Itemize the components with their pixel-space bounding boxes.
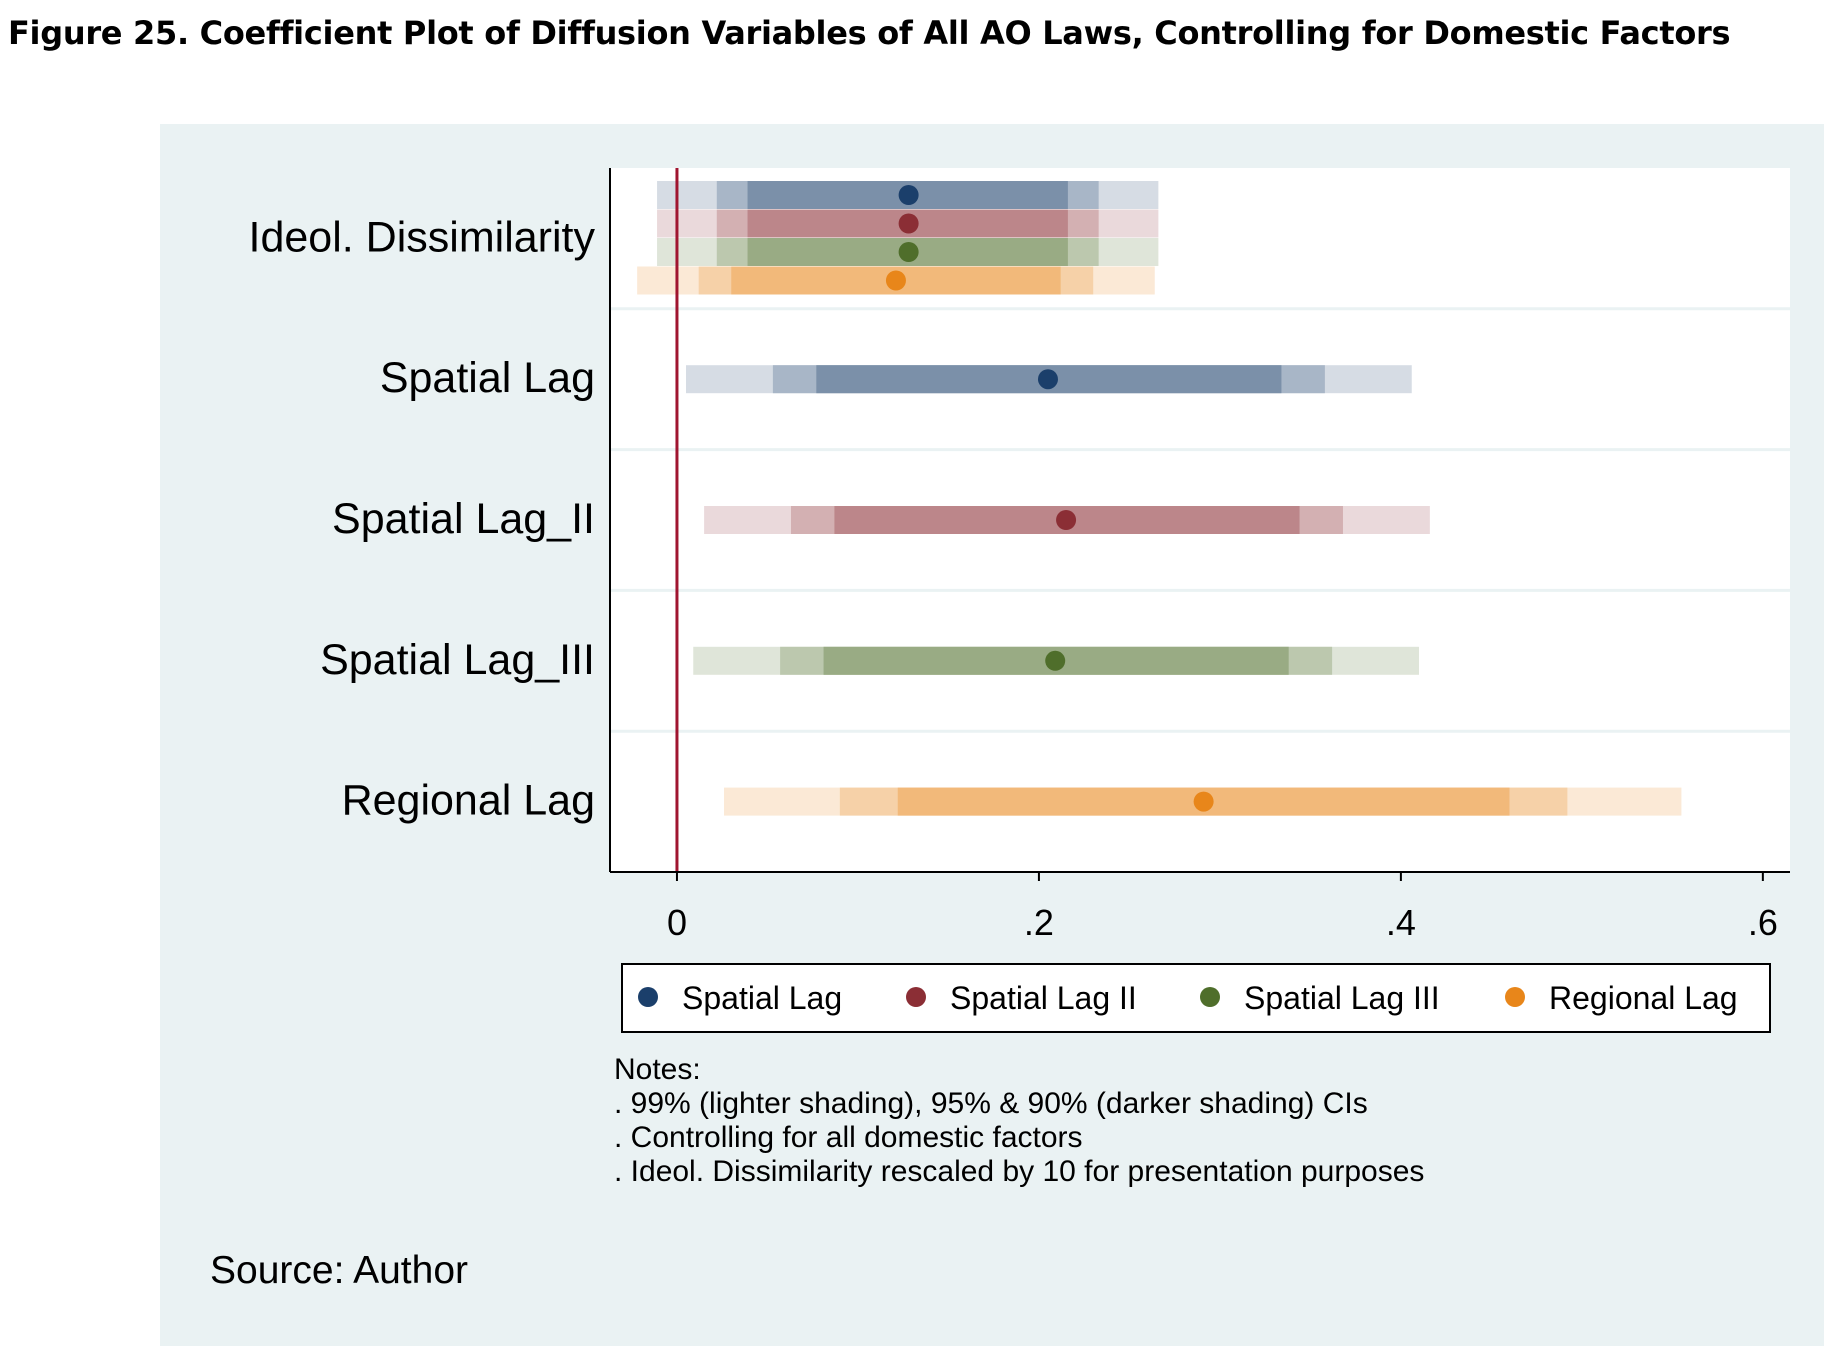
estimate-point-spatial-lag-iii-spatial-lag-iii (1045, 650, 1066, 671)
estimate-point-spatial-lag-iii-ideol-dissimilarity (898, 242, 919, 262)
estimate-point-regional-lag-ideol-dissimilarity (885, 270, 906, 291)
category-label-ideol-dissimilarity: Ideol. Dissimilarity (249, 213, 596, 261)
estimate-points (885, 185, 1214, 812)
x-axis: 0 .2 .4 .6 (609, 168, 1790, 943)
source-note: Source: Author (210, 1249, 468, 1292)
legend: Spatial Lag Spatial Lag II Spatial Lag III… (621, 963, 1771, 1033)
category-label-spatial-lag: Spatial Lag (380, 354, 595, 402)
estimate-point-spatial-lag-spatial-lag (1037, 369, 1058, 390)
legend-marker-spatial-lag (638, 987, 658, 1007)
legend-label-spatial-lag-iii: Spatial Lag III (1244, 980, 1440, 1016)
x-tick-label-1: .2 (1024, 902, 1054, 943)
x-tick-label-2: .4 (1386, 902, 1416, 943)
estimate-point-regional-lag-regional-lag (1193, 791, 1214, 812)
category-labels: Ideol. Dissimilarity Spatial Lag Spatial L… (249, 213, 596, 824)
legend-marker-regional-lag (1505, 987, 1525, 1007)
legend-box (621, 963, 1771, 1033)
x-tick-label-0: 0 (667, 902, 687, 943)
grid-lines (610, 307, 1790, 733)
legend-label-spatial-lag-ii: Spatial Lag II (950, 980, 1137, 1016)
legend-label-spatial-lag: Spatial Lag (682, 980, 842, 1016)
category-label-spatial-lag-ii: Spatial Lag_II (332, 495, 595, 543)
note-line-3: . Ideol. Dissimilarity rescaled by 10 fo… (614, 1155, 1424, 1188)
legend-marker-spatial-lag-ii (906, 987, 926, 1007)
legend-marker-spatial-lag-iii (1200, 987, 1220, 1007)
note-line-1: . 99% (lighter shading), 95% & 90% (dark… (614, 1087, 1368, 1120)
estimate-point-spatial-lag-ii-spatial-lag-ii (1056, 510, 1077, 530)
notes: Notes:. 99% (lighter shading), 95% & 90%… (614, 1053, 1424, 1188)
estimate-point-spatial-lag-ii-ideol-dissimilarity (898, 213, 919, 234)
notes-title: Notes: (614, 1053, 701, 1086)
figure-title: Figure 25. Coefficient Plot of Diffusion… (8, 14, 1731, 52)
category-label-spatial-lag-iii: Spatial Lag_III (320, 636, 595, 684)
x-tick-label-3: .6 (1748, 902, 1778, 943)
estimate-point-spatial-lag-ideol-dissimilarity (898, 185, 919, 205)
category-label-regional-lag: Regional Lag (342, 777, 595, 825)
legend-label-regional-lag: Regional Lag (1549, 980, 1738, 1016)
note-line-2: . Controlling for all domestic factors (614, 1121, 1083, 1154)
